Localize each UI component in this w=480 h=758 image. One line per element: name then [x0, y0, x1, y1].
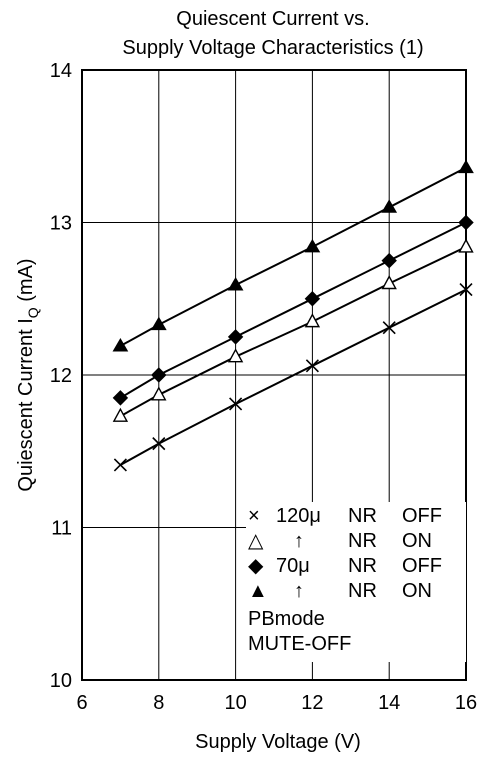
- data-point-filled-triangle: [150, 316, 167, 331]
- series-line-cross: [119, 288, 467, 466]
- x-tick-label: 8: [153, 692, 164, 714]
- y-axis-label-subscript: Q: [25, 307, 41, 318]
- x-tick-label: 12: [301, 692, 323, 714]
- legend-note: PBmode: [248, 608, 325, 630]
- legend-entry-diamond: ◆ 70μ NR OFF: [246, 554, 466, 579]
- data-point-open-triangle: [112, 407, 129, 422]
- legend-entry-open-triangle: △ ↑ NR ON: [246, 529, 466, 554]
- x-tick-label: 14: [378, 692, 400, 714]
- data-point-diamond: [227, 329, 244, 345]
- data-point-cross: [459, 283, 473, 297]
- series-line-filled-triangle: [119, 166, 467, 347]
- legend-label-col1: 120μ: [276, 505, 321, 527]
- data-point-open-triangle: [227, 348, 244, 363]
- series-line-diamond: [119, 221, 467, 399]
- y-tick-label: 10: [50, 670, 72, 692]
- data-point-cross: [382, 321, 396, 335]
- data-point-filled-triangle: [112, 338, 129, 352]
- data-point-filled-triangle: [458, 159, 474, 174]
- legend-symbol-cross: ×: [248, 505, 260, 527]
- series-layer: [112, 159, 474, 472]
- data-point-open-triangle: [151, 386, 167, 401]
- x-tick-label: 6: [76, 692, 87, 714]
- chart-title-line-2: Supply Voltage Characteristics (1): [122, 37, 423, 59]
- y-axis-label-unit: (mA): [15, 258, 37, 307]
- data-point-filled-triangle: [304, 238, 321, 253]
- y-tick-label: 13: [50, 213, 72, 235]
- y-tick-label: 12: [50, 365, 72, 387]
- x-tick-label: 10: [224, 692, 246, 714]
- legend-note: MUTE-OFF: [248, 633, 352, 655]
- data-point-diamond: [112, 390, 129, 406]
- plot-frame: [81, 69, 467, 681]
- y-tick-label: 14: [50, 60, 72, 82]
- legend-symbol-open-triangle: △: [248, 530, 264, 552]
- x-tick-label: 16: [455, 692, 477, 714]
- legend-label-col3: OFF: [402, 505, 442, 527]
- legend-label-col2: NR: [348, 580, 377, 602]
- legend-label-col3: OFF: [402, 555, 442, 577]
- data-point-cross: [152, 437, 166, 451]
- y-axis-label-main: Quiescent Current I: [15, 318, 37, 491]
- legend-symbol-diamond: ◆: [248, 555, 264, 577]
- chart-title-line-1: Quiescent Current vs.: [176, 8, 369, 30]
- series-line-open-triangle: [119, 245, 467, 418]
- legend-label-col2: NR: [348, 555, 377, 577]
- y-tick-label: 11: [51, 518, 72, 540]
- data-point-diamond: [151, 367, 167, 383]
- legend-symbol-filled-triangle: ▲: [248, 580, 268, 602]
- data-point-cross: [113, 458, 127, 472]
- y-axis-label: Quiescent Current IQ (mA): [15, 258, 41, 491]
- legend-label-col1: ↑: [294, 530, 304, 552]
- legend-label-col1: 70μ: [276, 555, 310, 577]
- tick-labels: 6 8 10 12 14 16 10 11 12 13 14: [50, 60, 477, 714]
- data-point-cross: [229, 397, 243, 411]
- data-point-filled-triangle: [227, 277, 244, 291]
- legend: [246, 502, 466, 662]
- legend-label-col3: ON: [402, 580, 432, 602]
- data-point-filled-triangle: [381, 199, 398, 213]
- data-point-diamond: [304, 291, 321, 307]
- x-axis-label: Supply Voltage (V): [195, 731, 361, 753]
- data-point-diamond: [458, 214, 474, 231]
- data-point-diamond: [381, 252, 397, 269]
- data-point-cross: [305, 359, 319, 373]
- legend-label-col2: NR: [348, 530, 377, 552]
- legend-entry-filled-triangle: ▲ ↑ NR ON: [246, 579, 466, 604]
- legend-label-col1: ↑: [294, 580, 304, 602]
- data-point-open-triangle: [458, 238, 474, 253]
- legend-entry-cross: × 120μ NR OFF: [246, 504, 466, 529]
- data-point-open-triangle: [381, 275, 397, 290]
- legend-label-col3: ON: [402, 530, 432, 552]
- legend-label-col2: NR: [348, 505, 377, 527]
- data-point-open-triangle: [304, 313, 321, 328]
